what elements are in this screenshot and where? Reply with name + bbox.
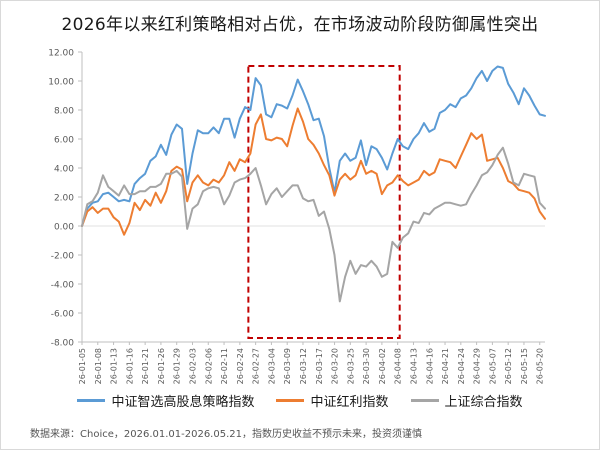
series-line-1 (81, 65, 546, 227)
x-tick-label: 26-03-25 (346, 348, 355, 384)
x-tick-label: 26-05-20 (536, 348, 545, 384)
y-tick-label: 8.00 (54, 107, 74, 117)
x-tick-label: 26-03-09 (283, 348, 292, 384)
x-tick-label: 26-04-08 (394, 348, 403, 384)
y-tick-label: 12.00 (48, 49, 74, 59)
legend-label-dividend-strategy: 中证智选高股息策略指数 (111, 395, 255, 410)
x-tick-label: 26-01-08 (94, 348, 103, 384)
x-tick-label: 26-04-13 (409, 348, 418, 384)
legend-label-sse-composite: 上证综合指数 (444, 395, 523, 410)
legend-label-csi-dividend: 中证红利指数 (310, 395, 389, 410)
y-tick-label: 0.00 (54, 223, 74, 233)
series-line-2 (81, 107, 546, 236)
x-tick-label: 26-03-30 (362, 348, 371, 384)
x-tick-label: 26-01-05 (78, 348, 87, 384)
y-tick-label: 10.00 (48, 78, 74, 88)
x-tick-label: 26-02-11 (220, 348, 229, 384)
series-line-3 (81, 146, 546, 303)
x-tick-label: 26-04-29 (473, 348, 482, 384)
chart-legend: 中证智选高股息策略指数 中证红利指数 上证综合指数 (0, 391, 600, 410)
data-source-note: 数据来源：Choice，2026.01.01-2026.05.21，指数历史收益… (30, 429, 422, 440)
legend-swatch-csi-dividend (276, 399, 305, 402)
legend-swatch-dividend-strategy (77, 399, 106, 402)
x-tick-label: 26-02-03 (188, 348, 197, 384)
y-tick-label: 6.00 (54, 136, 74, 146)
x-tick-label: 26-05-12 (504, 348, 513, 384)
legend-swatch-sse-composite (410, 399, 439, 402)
highlight-box (247, 65, 401, 339)
x-tick-label: 26-02-27 (252, 348, 261, 384)
x-tick-label: 26-01-16 (125, 348, 134, 384)
legend-item-dividend-strategy: 中证智选高股息策略指数 (77, 391, 254, 410)
x-tick-label: 26-05-07 (488, 348, 497, 384)
x-tick-label: 26-04-02 (378, 348, 387, 384)
x-tick-label: 26-03-20 (331, 348, 340, 384)
x-tick-label: 26-03-04 (267, 348, 276, 384)
x-tick-label: 26-02-24 (236, 348, 245, 384)
x-tick-label: 26-02-06 (204, 348, 213, 384)
y-tick-label: 4.00 (54, 165, 74, 175)
legend-item-csi-dividend: 中证红利指数 (276, 391, 389, 410)
x-tick-label: 26-03-17 (315, 348, 324, 384)
x-tick-label: 26-04-16 (425, 348, 434, 384)
y-tick-label: -2.00 (51, 252, 75, 262)
x-tick-label: 26-03-12 (299, 348, 308, 384)
y-tick-label: -8.00 (51, 339, 75, 349)
x-tick-label: 26-05-15 (520, 348, 529, 384)
x-tick-label: 26-04-21 (441, 348, 450, 384)
y-tick-label: 2.00 (54, 194, 74, 204)
y-tick-label: -6.00 (51, 310, 75, 320)
legend-item-sse-composite: 上证综合指数 (410, 391, 523, 410)
x-tick-label: 26-01-29 (173, 348, 182, 384)
x-tick-label: 26-01-26 (157, 348, 166, 384)
x-tick-label: 26-01-21 (141, 348, 150, 384)
chart-title: 2026年以来红利策略相对占优，在市场波动阶段防御属性突出 (61, 15, 539, 35)
y-tick-label: -4.00 (51, 281, 75, 291)
x-tick-label: 26-04-24 (457, 348, 466, 384)
x-tick-label: 26-01-13 (110, 348, 119, 384)
